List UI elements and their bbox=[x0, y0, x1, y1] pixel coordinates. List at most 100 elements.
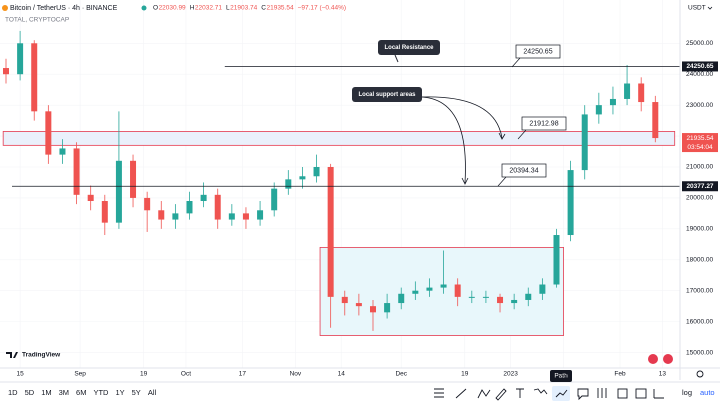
price-tag: 24250.65 bbox=[523, 48, 552, 55]
candle-body bbox=[31, 43, 38, 112]
candle-body bbox=[539, 284, 546, 294]
y-tick-label: 15000.00 bbox=[686, 349, 713, 356]
candle-body bbox=[341, 296, 348, 304]
x-tick-label: 13 bbox=[659, 371, 667, 378]
arrow bbox=[421, 96, 466, 184]
candle-body bbox=[214, 194, 221, 220]
tool-icon[interactable] bbox=[597, 388, 607, 398]
tool-icon[interactable] bbox=[653, 389, 664, 399]
tool-icon[interactable] bbox=[555, 389, 568, 398]
x-tick-label: 2023 bbox=[503, 371, 518, 378]
x-tick-label: Dec bbox=[395, 371, 407, 378]
candle-body bbox=[115, 160, 122, 223]
candle-body bbox=[45, 111, 52, 155]
candle-body bbox=[553, 235, 560, 285]
price-tag-box bbox=[515, 44, 561, 59]
tool-icon[interactable] bbox=[635, 388, 647, 399]
candle-body bbox=[17, 43, 24, 75]
range-button[interactable]: 1M bbox=[41, 388, 51, 397]
candle-body bbox=[567, 170, 574, 236]
price-tag-pointer bbox=[511, 57, 521, 68]
tool-icon[interactable] bbox=[533, 388, 548, 395]
countdown: 03:54:04 bbox=[687, 144, 713, 151]
candle-body bbox=[313, 166, 320, 177]
range-button[interactable]: YTD bbox=[93, 388, 109, 397]
tool-icon[interactable] bbox=[495, 388, 507, 401]
price-tag-box bbox=[521, 116, 567, 131]
indicator[interactable]: TOTAL, CRYPTOCAP bbox=[5, 17, 69, 24]
candle-body bbox=[130, 160, 137, 198]
candle-body bbox=[186, 201, 193, 214]
last-price-badge bbox=[682, 133, 718, 153]
candle-body bbox=[609, 98, 616, 106]
range-button[interactable]: 5D bbox=[25, 388, 35, 397]
arrow-head bbox=[498, 132, 506, 140]
settings-icon[interactable] bbox=[696, 370, 704, 378]
quote-value: 22030.99 bbox=[159, 5, 186, 12]
candle-body bbox=[158, 210, 165, 220]
zone bbox=[2, 131, 676, 146]
candle-body bbox=[87, 194, 94, 202]
candle-body bbox=[144, 197, 151, 211]
tool-icon[interactable] bbox=[455, 388, 467, 399]
candle-body bbox=[299, 176, 306, 180]
range-button[interactable]: 5Y bbox=[132, 388, 141, 397]
overlay: Local Resistance Local support areas 24250… bbox=[358, 45, 558, 174]
logo-icon bbox=[6, 352, 18, 358]
auto-toggle[interactable]: auto bbox=[700, 388, 715, 397]
x-tick-label: 15 bbox=[16, 371, 24, 378]
arrow-head bbox=[461, 177, 469, 185]
quote-label: C bbox=[261, 5, 266, 12]
tooltip-box bbox=[550, 370, 572, 382]
tool-icon[interactable] bbox=[617, 388, 628, 399]
plot bbox=[0, 0, 680, 368]
tool-icon[interactable] bbox=[516, 388, 524, 398]
quote-label: H bbox=[190, 5, 195, 12]
callout-box bbox=[352, 87, 422, 102]
y-tick-label: 19000.00 bbox=[686, 226, 713, 233]
tool-icon[interactable] bbox=[477, 389, 491, 399]
range-button[interactable]: 6M bbox=[76, 388, 86, 397]
candle-body bbox=[624, 83, 631, 99]
candle-body bbox=[595, 105, 602, 115]
tool-icon[interactable] bbox=[577, 388, 589, 401]
candle-body bbox=[73, 148, 80, 195]
range-button[interactable]: 1D bbox=[8, 388, 18, 397]
candle-body bbox=[355, 303, 362, 307]
range-button[interactable]: 1Y bbox=[115, 388, 124, 397]
quote: O 22030.99 H 22032.71 L 21903.74 C 21935.54 −97.… bbox=[153, 5, 346, 12]
range-button[interactable]: 3M bbox=[59, 388, 69, 397]
x-tick-label: 14 bbox=[338, 371, 346, 378]
candle-body bbox=[2, 68, 9, 75]
candle-body bbox=[242, 213, 249, 220]
candle-body bbox=[200, 194, 207, 202]
candle-body bbox=[638, 83, 645, 103]
candle-body bbox=[257, 210, 264, 220]
candle-body bbox=[482, 296, 489, 298]
quote-value: 21903.74 bbox=[230, 5, 257, 12]
currency[interactable]: USDT bbox=[688, 5, 706, 12]
x-tick-label: 17 bbox=[239, 371, 247, 378]
candle-body bbox=[581, 114, 588, 171]
log-toggle[interactable]: log bbox=[682, 388, 692, 397]
quote-label: O bbox=[153, 5, 158, 12]
symbol[interactable]: Bitcoin / TetherUS · 4h · BINANCE bbox=[10, 5, 118, 12]
candle-body bbox=[652, 102, 659, 139]
price-tag-pointer bbox=[497, 176, 507, 187]
y-tick-label: 25000.00 bbox=[686, 40, 713, 47]
flag-icon bbox=[663, 354, 673, 364]
tool-icon[interactable] bbox=[434, 388, 444, 398]
candle-body bbox=[172, 213, 179, 220]
zone bbox=[319, 246, 564, 336]
y-tick-label: 21000.00 bbox=[686, 164, 713, 171]
range-button[interactable]: All bbox=[148, 388, 157, 397]
candle-body bbox=[59, 148, 66, 155]
x-tick-label: 16 bbox=[560, 371, 568, 378]
x-tick-label: 19 bbox=[461, 371, 469, 378]
y-tick-label: 20000.00 bbox=[686, 195, 713, 202]
candle-body bbox=[525, 293, 532, 300]
candle-body bbox=[271, 188, 278, 211]
quote-value: 21935.54 bbox=[266, 5, 293, 12]
